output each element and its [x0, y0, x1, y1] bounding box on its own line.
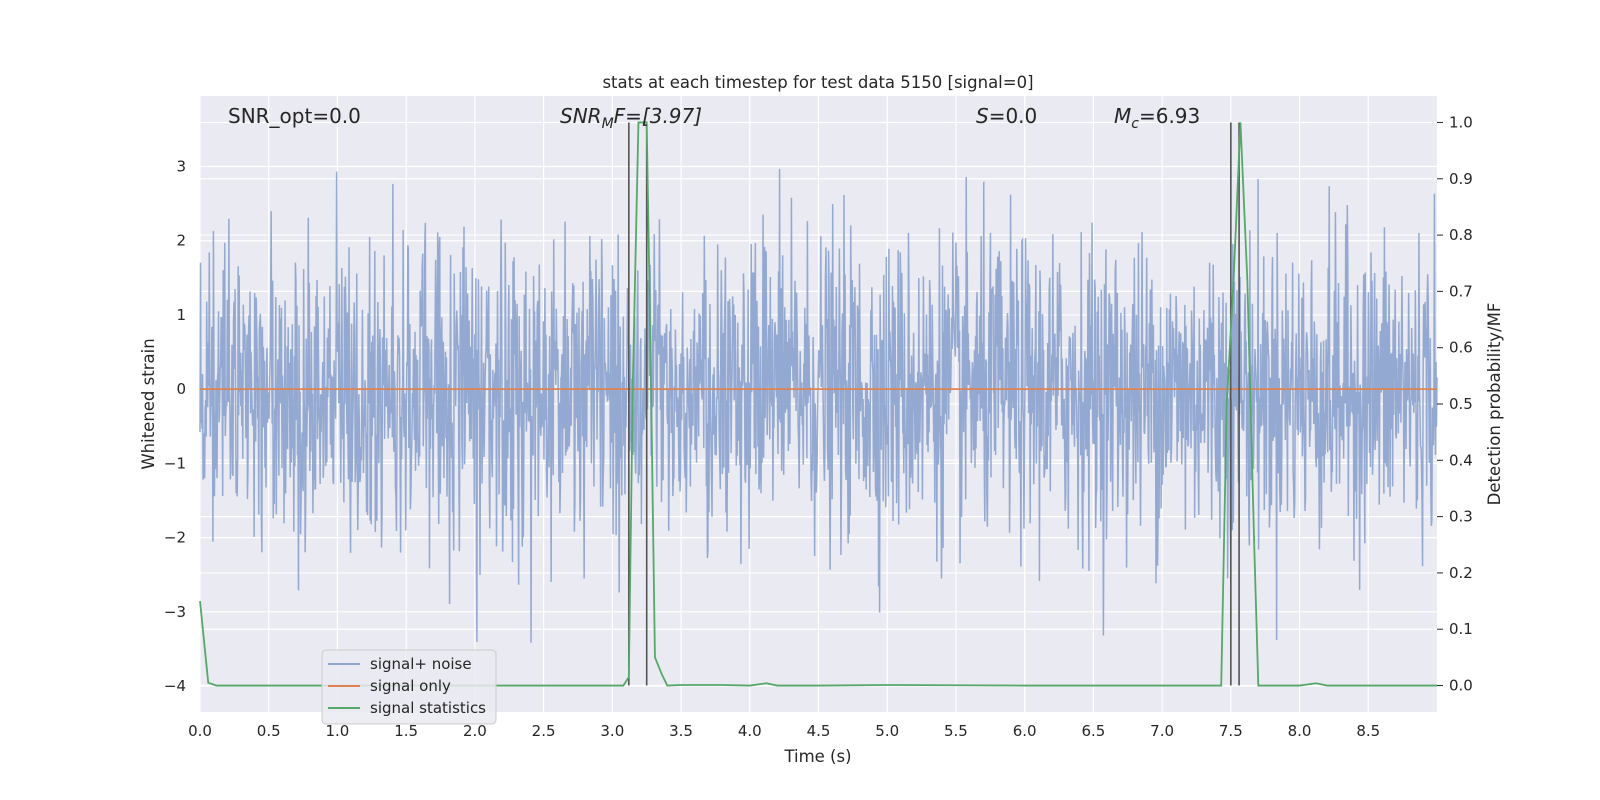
annotation-snr-mf: SNRMF=[3.97]: [560, 104, 702, 132]
y-tick-label: −4: [164, 677, 186, 695]
signal-statistics-series: [199, 121, 1437, 687]
x-tick-label: 4.0: [738, 722, 762, 740]
mc-rest: =6.93: [1139, 104, 1200, 128]
y-tick-label: −3: [164, 603, 186, 621]
y-tick-label: −1: [164, 454, 186, 472]
legend: signal+ noise signal only signal statist…: [321, 649, 497, 725]
mc-sub: c: [1131, 116, 1139, 132]
y2-tick-label: 0.9: [1449, 170, 1473, 188]
y2-tick-label: 0.4: [1449, 451, 1473, 469]
y2-tick-labels: 0.0 0.1 0.2 0.3 0.4 0.5 0.6 0.7 0.8 0.9 1.0: [1437, 113, 1473, 695]
signal-statistics-line: [199, 121, 1437, 687]
y2-tick-label: 0.2: [1449, 564, 1473, 582]
x-tick-label: 0.5: [257, 722, 281, 740]
x-axis-label: Time (s): [783, 747, 851, 766]
x-tick-label: 4.5: [807, 722, 831, 740]
x-tick-label: 0.0: [188, 722, 212, 740]
x-tick-label: 1.5: [394, 722, 418, 740]
y2-tick-label: 1.0: [1449, 113, 1473, 131]
y2-tick-label: 0.3: [1449, 508, 1473, 526]
x-tick-label: 7.5: [1219, 722, 1243, 740]
x-tick-label: 3.0: [600, 722, 624, 740]
annotation-s: S=0.0: [976, 104, 1037, 128]
annotation-mc: Mc=6.93: [1114, 104, 1200, 132]
legend-label-stats: signal statistics: [370, 699, 486, 717]
y-tick-labels: −4 −3 −2 −1 0 1 2 3: [164, 158, 186, 696]
mc-var: M: [1114, 104, 1131, 128]
y-tick-label: −2: [164, 529, 186, 547]
y2-tick-label: 0.5: [1449, 395, 1473, 413]
y-tick-label: 1: [176, 306, 186, 324]
y2-tick-label: 0.8: [1449, 226, 1473, 244]
snr-mf-sub: M: [602, 116, 614, 132]
snr-mf-rest: F=[3.97]: [614, 104, 702, 128]
x-tick-label: 5.0: [875, 722, 899, 740]
x-tick-label: 6.5: [1081, 722, 1105, 740]
x-tick-label: 7.0: [1150, 722, 1174, 740]
detection-markers: [628, 122, 1240, 686]
s-rest: =0.0: [989, 104, 1038, 128]
y-tick-label: 3: [176, 158, 186, 176]
y2-tick-label: 0.7: [1449, 282, 1473, 300]
y-tick-label: 0: [176, 380, 186, 398]
chart-title: stats at each timestep for test data 515…: [602, 73, 1033, 92]
annotation-snr-opt: SNR_opt=0.0: [228, 104, 361, 128]
y-axis-label: Whitened strain: [139, 338, 158, 469]
y2-tick-label: 0.1: [1449, 620, 1473, 638]
x-tick-label: 8.0: [1288, 722, 1312, 740]
x-tick-label: 2.5: [532, 722, 556, 740]
y2-tick-label: 0.6: [1449, 339, 1473, 357]
x-tick-labels: 0.0 0.5 1.0 1.5 2.0 2.5 3.0 3.5 4.0 4.5 5.0 5.5 6.0 6…: [188, 722, 1380, 740]
legend-label-noise: signal+ noise: [370, 655, 472, 673]
x-tick-label: 3.5: [669, 722, 693, 740]
y2-axis-label: Detection probability/MF: [1485, 303, 1504, 506]
legend-label-signal: signal only: [370, 677, 451, 695]
s-var: S: [976, 104, 989, 128]
legend-box: [321, 649, 497, 725]
x-tick-label: 5.5: [944, 722, 968, 740]
x-tick-label: 8.5: [1356, 722, 1380, 740]
x-tick-label: 2.0: [463, 722, 487, 740]
snr-mf-base: SNR: [560, 104, 602, 128]
x-tick-label: 6.0: [1013, 722, 1037, 740]
y-tick-label: 2: [176, 232, 186, 250]
y2-tick-label: 0.0: [1449, 677, 1473, 695]
x-tick-label: 1.0: [326, 722, 350, 740]
